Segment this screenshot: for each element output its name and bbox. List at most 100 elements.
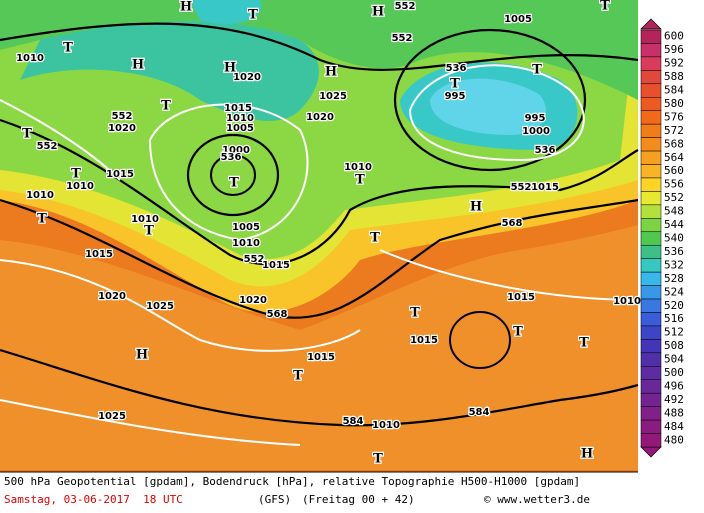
pressure-center: H [325, 65, 337, 80]
colorbar-tick-label: 528 [664, 272, 684, 285]
pressure-center: T [161, 99, 171, 114]
colorbar-cell [640, 366, 662, 380]
contour-label: 1000 [522, 126, 550, 137]
colorbar-cell [640, 339, 662, 354]
contour-label: 1005 [226, 123, 254, 134]
contour-label: 536 [446, 63, 467, 74]
map [0, 0, 639, 472]
colorbar-tick-label: 496 [664, 379, 684, 392]
contour-label: 1010 [613, 296, 641, 307]
colorbar-tick-label: 580 [664, 97, 684, 110]
colorbar-cell [640, 97, 662, 111]
colorbar-cell [640, 271, 662, 286]
colorbar-cell [640, 164, 662, 179]
contour-label: 1010 [16, 53, 44, 64]
contour-label: 552 [511, 182, 532, 193]
colorbar-tick-label: 500 [664, 366, 684, 379]
colorbar-tick-label: 592 [664, 57, 684, 70]
colorbar-cell [640, 406, 662, 421]
colorbar-cell [640, 312, 662, 327]
contour-label: 1010 [232, 238, 260, 249]
pressure-center: T [293, 369, 303, 384]
colorbar-tick-label: 524 [664, 285, 684, 298]
colorbar-tick-label: 516 [664, 312, 684, 325]
pressure-center: H [372, 5, 384, 20]
contour-label: 1015 [85, 249, 113, 260]
contour-label: 552 [37, 141, 58, 152]
colorbar-tick-label: 572 [664, 124, 684, 137]
footer-run: (Freitag 00 + 42) [302, 493, 415, 506]
contour-label: 1020 [233, 72, 261, 83]
pressure-center: T [410, 306, 420, 321]
pressure-center: T [370, 231, 380, 246]
contour-label: 1010 [372, 420, 400, 431]
colorbar-cell [640, 285, 662, 300]
contour-label: 1005 [232, 222, 260, 233]
colorbar-cell [640, 231, 662, 246]
colorbar-cell [640, 325, 662, 340]
footer-description: 500 hPa Geopotential [gpdam], Bodendruck… [4, 475, 580, 488]
colorbar: 6005965925885845805765725685645605565525… [640, 18, 684, 458]
contour-label: 1020 [108, 123, 136, 134]
colorbar-tick-label: 508 [664, 339, 684, 352]
colorbar-tick-label: 588 [664, 70, 684, 83]
contour-label: 1015 [262, 260, 290, 271]
contour-label: 1020 [306, 112, 334, 123]
contour-label: 995 [445, 91, 466, 102]
contour-label: 1015 [307, 352, 335, 363]
pressure-center: T [248, 8, 258, 23]
colorbar-cell [640, 218, 662, 233]
colorbar-cell [640, 392, 662, 407]
colorbar-cell [640, 110, 662, 125]
pressure-center: T [600, 0, 610, 14]
colorbar-tick-label: 488 [664, 406, 684, 419]
pressure-center: T [229, 176, 239, 191]
colorbar-cell [640, 56, 662, 71]
colorbar-tick-label: 564 [664, 151, 684, 164]
colorbar-tick-label: 504 [664, 353, 684, 366]
contour-label: 1020 [98, 291, 126, 302]
pressure-center: T [355, 173, 365, 188]
colorbar-cell [640, 150, 662, 165]
contour-label: 1010 [226, 113, 254, 124]
contour-label: 1015 [224, 103, 252, 114]
pressure-center: H [136, 348, 148, 363]
contour-label: 584 [469, 407, 490, 418]
colorbar-tick-label: 544 [664, 218, 684, 231]
colorbar-tick-label: 532 [664, 258, 684, 271]
colorbar-tick-label: 600 [664, 30, 684, 43]
contour-label: 552 [112, 111, 133, 122]
colorbar-tick-label: 568 [664, 137, 684, 150]
contour-label: 1005 [504, 14, 532, 25]
pressure-center: T [63, 41, 73, 56]
pressure-center: T [37, 212, 47, 227]
pressure-center: T [373, 452, 383, 467]
contour-label: 552 [244, 254, 265, 265]
colorbar-tick-label: 584 [664, 84, 684, 97]
footer-credit: © www.wetter3.de [484, 493, 590, 506]
contour-label: 1010 [66, 181, 94, 192]
contour-label: 536 [535, 145, 556, 156]
pressure-center: T [450, 77, 460, 92]
colorbar-cell [640, 258, 662, 273]
contour-label: 1010 [131, 214, 159, 225]
colorbar-cell [640, 177, 662, 192]
colorbar-tick-label: 492 [664, 393, 684, 406]
colorbar-tick-label: 484 [664, 420, 684, 433]
colorbar-cell [640, 43, 662, 58]
pressure-center: H [180, 0, 192, 15]
colorbar-cell [640, 29, 662, 44]
colorbar-cell [640, 433, 662, 448]
pressure-center: T [532, 63, 542, 78]
colorbar-tick-label: 548 [664, 205, 684, 218]
contour-label: 1015 [410, 335, 438, 346]
colorbar-tick-label: 480 [664, 433, 684, 446]
contour-label: 1020 [239, 295, 267, 306]
colorbar-cell [640, 123, 662, 138]
contour-label: 1000 [222, 145, 250, 156]
contour-label: 568 [267, 309, 288, 320]
contour-label: 568 [502, 218, 523, 229]
colorbar-cell [640, 83, 662, 98]
colorbar-cell [640, 137, 662, 152]
